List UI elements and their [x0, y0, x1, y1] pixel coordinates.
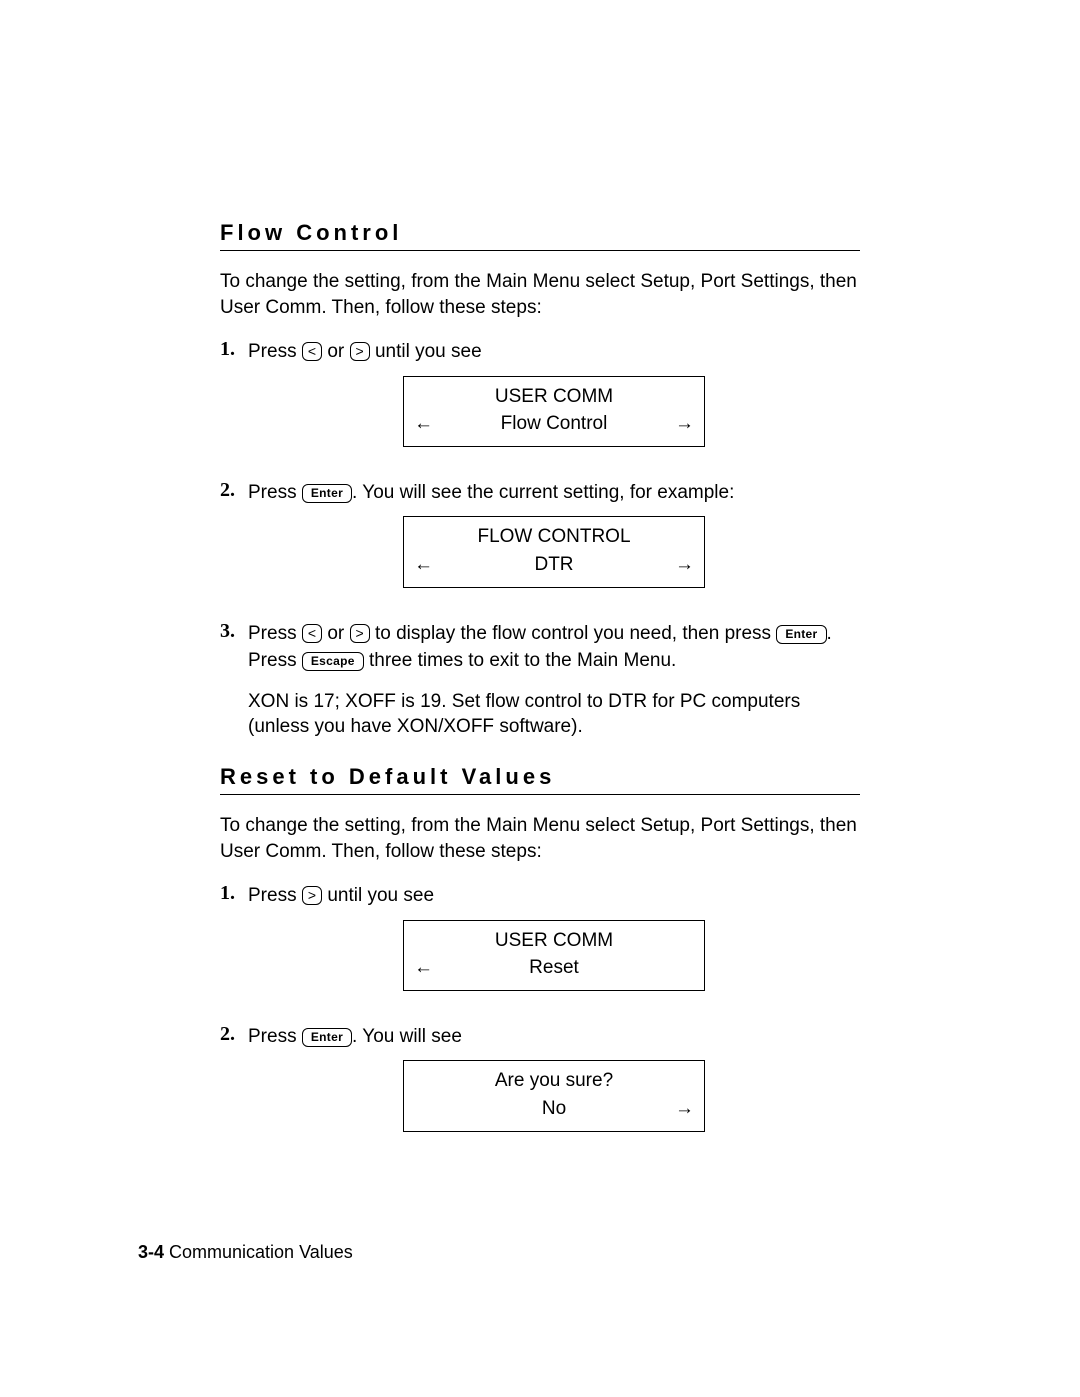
- lcd-line1: FLOW CONTROL: [414, 523, 694, 551]
- page-footer: 3-4 Communication Values: [138, 1242, 353, 1263]
- lcd-line1: USER COMM: [414, 927, 694, 955]
- key-right-icon: >: [350, 342, 370, 361]
- text: to display the flow control you need, th…: [370, 623, 777, 644]
- lcd-display: USER COMM ← Flow Control →: [403, 376, 705, 447]
- step-2: 2. Press Enter. You will see the current…: [220, 479, 860, 606]
- lcd-line1: Are you sure?: [414, 1067, 694, 1095]
- lcd-value: Flow Control: [501, 413, 608, 434]
- step-1: 1. Press < or > until you see USER COMM …: [220, 338, 860, 465]
- step-2: 2. Press Enter. You will see Are you sur…: [220, 1023, 860, 1150]
- page: Flow Control To change the setting, from…: [0, 0, 1080, 1397]
- lcd-value: No: [542, 1098, 566, 1119]
- heading-reset: Reset to Default Values: [220, 764, 860, 795]
- text: Press: [248, 341, 302, 362]
- page-number: 3-4: [138, 1242, 164, 1262]
- lcd-value: Reset: [529, 957, 579, 978]
- text: Press: [248, 885, 302, 906]
- key-enter-icon: Enter: [302, 1028, 352, 1047]
- chapter-title: Communication Values: [164, 1242, 353, 1262]
- text: until you see: [322, 885, 434, 906]
- text: or: [322, 341, 349, 362]
- key-enter-icon: Enter: [776, 625, 826, 644]
- text: three times to exit to the Main Menu.: [364, 650, 677, 671]
- text: or: [322, 623, 349, 644]
- step-3: 3. Press < or > to display the flow cont…: [220, 620, 860, 675]
- step-body: Press > until you see USER COMM ← Reset: [248, 882, 860, 1009]
- lcd-line2: ← Reset: [414, 954, 694, 982]
- arrow-right-icon: →: [675, 410, 694, 438]
- text: until you see: [370, 341, 482, 362]
- arrow-left-icon: ←: [414, 954, 433, 982]
- lcd-value: DTR: [534, 554, 573, 575]
- step-body: Press Enter. You will see Are you sure? …: [248, 1023, 860, 1150]
- steps-flow-control: 1. Press < or > until you see USER COMM …: [220, 338, 860, 674]
- step-body: Press Enter. You will see the current se…: [248, 479, 860, 606]
- step-number: 3.: [220, 620, 248, 643]
- heading-flow-control: Flow Control: [220, 220, 860, 251]
- lcd-line2: ← Flow Control →: [414, 410, 694, 438]
- step-number: 2.: [220, 479, 248, 502]
- arrow-right-icon: →: [675, 1095, 694, 1123]
- step-1: 1. Press > until you see USER COMM ← Res…: [220, 882, 860, 1009]
- step-number: 2.: [220, 1023, 248, 1046]
- arrow-left-icon: ←: [414, 410, 433, 438]
- text: Press: [248, 623, 302, 644]
- lcd-line2: ← DTR →: [414, 551, 694, 579]
- key-left-icon: <: [302, 624, 322, 643]
- text: . You will see the current setting, for …: [352, 482, 734, 503]
- lcd-display: Are you sure? No →: [403, 1060, 705, 1131]
- key-left-icon: <: [302, 342, 322, 361]
- key-right-icon: >: [350, 624, 370, 643]
- steps-reset: 1. Press > until you see USER COMM ← Res…: [220, 882, 860, 1149]
- arrow-left-icon: ←: [414, 551, 433, 579]
- lcd-line2: No →: [414, 1095, 694, 1123]
- key-right-icon: >: [302, 886, 322, 905]
- text: Press: [248, 482, 302, 503]
- step-body: Press < or > to display the flow control…: [248, 620, 860, 675]
- lcd-display: FLOW CONTROL ← DTR →: [403, 516, 705, 587]
- intro-reset: To change the setting, from the Main Men…: [220, 813, 860, 864]
- step-body: Press < or > until you see USER COMM ← F…: [248, 338, 860, 465]
- key-escape-icon: Escape: [302, 652, 364, 671]
- note-flow-control: XON is 17; XOFF is 19. Set flow control …: [248, 689, 860, 740]
- text: . You will see: [352, 1026, 462, 1047]
- key-enter-icon: Enter: [302, 484, 352, 503]
- arrow-right-icon: →: [675, 551, 694, 579]
- intro-flow-control: To change the setting, from the Main Men…: [220, 269, 860, 320]
- step-number: 1.: [220, 338, 248, 361]
- lcd-line1: USER COMM: [414, 383, 694, 411]
- lcd-display: USER COMM ← Reset: [403, 920, 705, 991]
- step-number: 1.: [220, 882, 248, 905]
- text: Press: [248, 1026, 302, 1047]
